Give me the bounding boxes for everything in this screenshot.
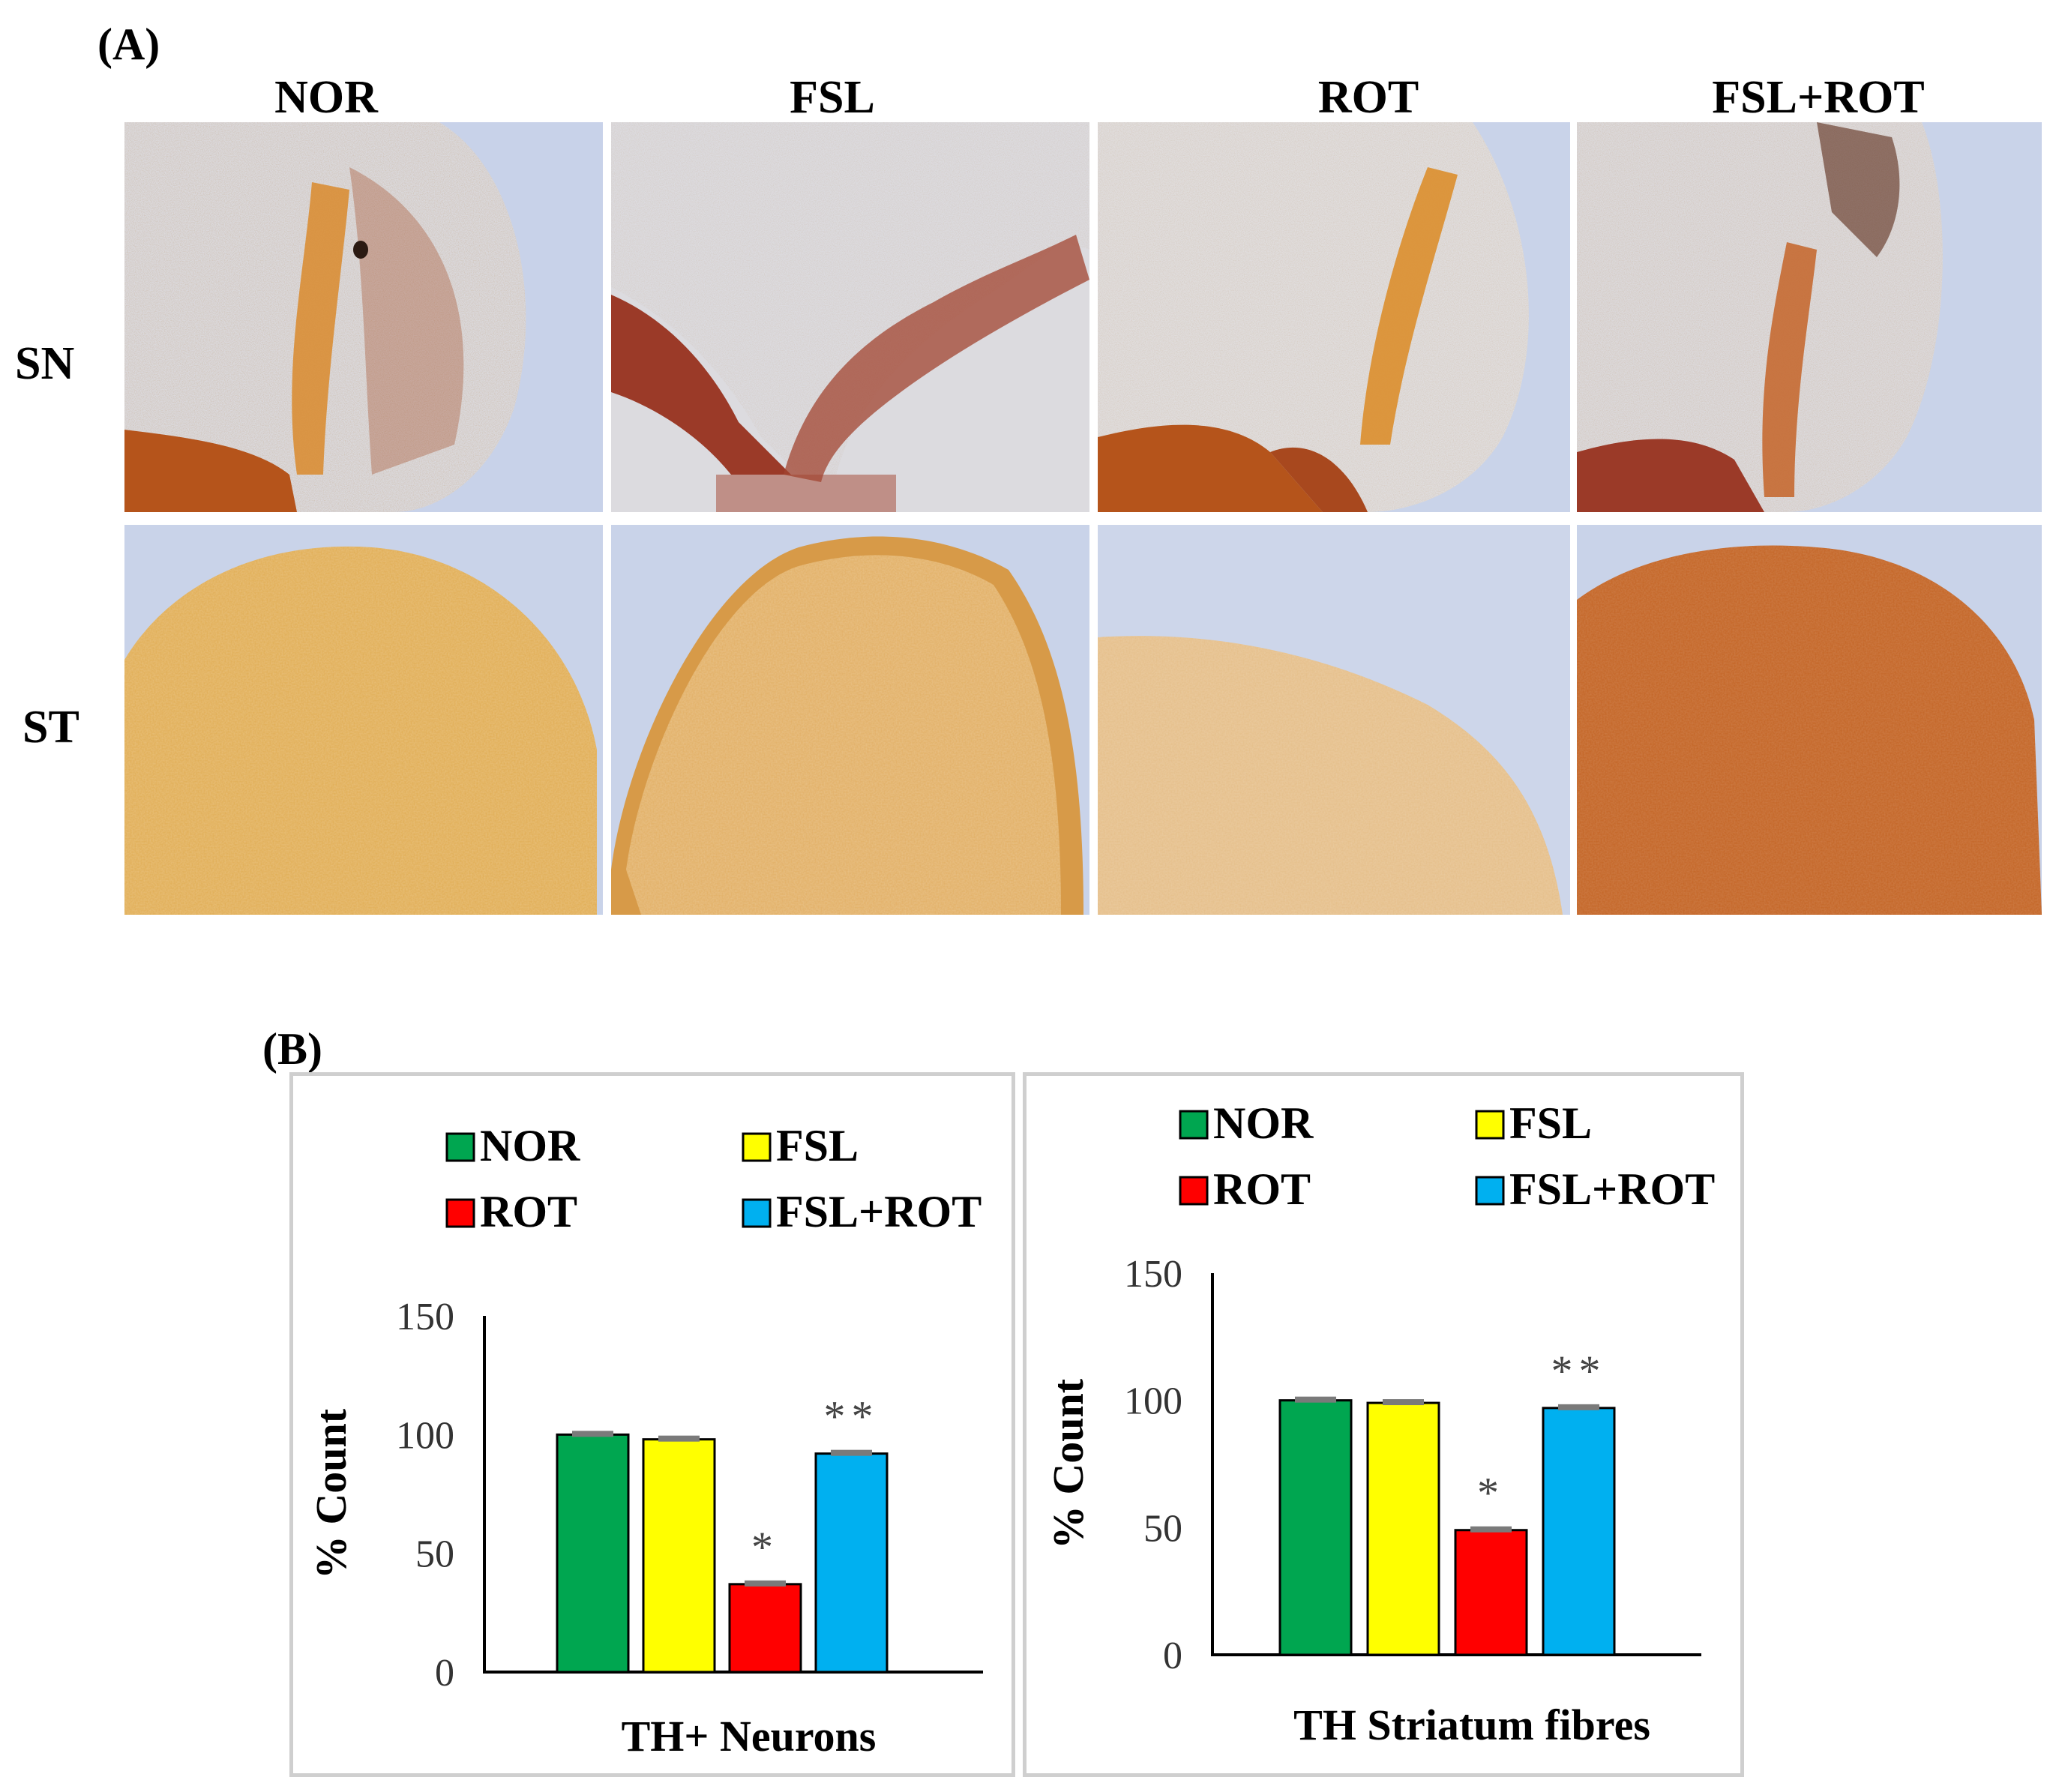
legend-swatch-fsl xyxy=(742,1132,772,1162)
y-tick-label: 50 xyxy=(415,1533,454,1576)
micrograph-st-fsl xyxy=(611,525,1089,915)
y-axis-title: % Count xyxy=(1044,1378,1092,1549)
legend-swatch-fsl-rot xyxy=(1475,1176,1505,1206)
chart-svg-th-striatum: NOR FSL ROT FSL+ROT 0 50 100 150 % Count TH Stria… xyxy=(1044,1098,1715,1749)
chart-th-striatum: NOR FSL ROT FSL+ROT 0 50 100 150 % Count TH Stria… xyxy=(1023,1072,1744,1777)
legend-label-nor: NOR xyxy=(480,1121,580,1170)
significance-marker-rot: * xyxy=(1477,1469,1505,1518)
legend-label-fsl: FSL xyxy=(776,1121,859,1170)
column-label-fsl: FSL xyxy=(790,72,875,123)
y-tick-label: 150 xyxy=(396,1296,454,1338)
column-label-nor: NOR xyxy=(274,72,378,123)
row-label-sn: SN xyxy=(15,338,75,389)
bar-fsl-rot xyxy=(814,1452,889,1674)
y-tick-label: 0 xyxy=(435,1652,454,1695)
legend-swatch-rot xyxy=(1179,1176,1209,1206)
micrograph-sn-rot xyxy=(1098,122,1570,512)
y-tick-label: 0 xyxy=(1163,1635,1182,1677)
legend-label-rot: ROT xyxy=(480,1187,577,1236)
legend-swatch-nor xyxy=(445,1132,475,1162)
significance-marker-rot: * xyxy=(751,1523,779,1572)
y-tick-label: 150 xyxy=(1124,1253,1182,1296)
error-bar-fsl xyxy=(1383,1399,1424,1406)
chart-svg-th-neurons: NOR FSL ROT FSL+ROT 0 50 100 150 % Count TH+ Neur… xyxy=(307,1121,983,1761)
legend-swatch-nor xyxy=(1179,1110,1209,1140)
x-axis-title: TH+ Neurons xyxy=(622,1712,877,1761)
legend-label-fsl-rot: FSL+ROT xyxy=(1509,1164,1715,1214)
micrograph-st-rot xyxy=(1098,525,1570,915)
legend-swatch-fsl-rot xyxy=(742,1198,772,1228)
legend-label-nor: NOR xyxy=(1213,1098,1314,1148)
legend-label-rot: ROT xyxy=(1213,1164,1311,1214)
row-label-st: ST xyxy=(22,702,79,753)
column-label-rot: ROT xyxy=(1317,72,1419,123)
error-bar-fsl-rot xyxy=(831,1449,872,1456)
legend-label-fsl-rot: FSL+ROT xyxy=(776,1187,982,1236)
bar-fsl-rot xyxy=(1542,1407,1616,1656)
micrograph-sn-fsl xyxy=(611,122,1089,512)
y-axis-title: % Count xyxy=(307,1408,355,1579)
significance-marker-fsl-rot: ** xyxy=(1551,1347,1607,1395)
legend-label-fsl: FSL xyxy=(1509,1098,1592,1148)
panel-b-label: (B) xyxy=(262,1024,322,1074)
significance-marker-fsl-rot: ** xyxy=(824,1392,880,1441)
micrograph-st-nor xyxy=(124,525,603,915)
micrograph-sn-fsl-rot xyxy=(1577,122,2042,512)
error-bar-rot xyxy=(1470,1526,1512,1533)
error-bar-rot xyxy=(745,1580,786,1587)
micrograph-sn-nor xyxy=(124,122,603,512)
legend-swatch-rot xyxy=(445,1198,475,1228)
error-bar-nor xyxy=(1295,1396,1336,1403)
error-bar-fsl xyxy=(658,1435,700,1442)
error-bar-fsl-rot xyxy=(1558,1404,1599,1410)
y-tick-label: 50 xyxy=(1143,1507,1182,1550)
legend-swatch-fsl xyxy=(1475,1110,1505,1140)
bar-rot xyxy=(728,1583,802,1674)
bar-nor xyxy=(556,1433,630,1674)
error-bar-nor xyxy=(572,1431,613,1437)
bar-nor xyxy=(1278,1399,1353,1656)
bar-fsl xyxy=(642,1438,716,1674)
y-tick-label: 100 xyxy=(1124,1380,1182,1423)
x-axis-title: TH Striatum fibres xyxy=(1293,1701,1650,1749)
micrograph-st-fsl-rot xyxy=(1577,525,2042,915)
panel-a-label: (A) xyxy=(97,19,160,69)
y-tick-label: 100 xyxy=(396,1414,454,1457)
bar-fsl xyxy=(1366,1401,1440,1656)
chart-th-neurons: NOR FSL ROT FSL+ROT 0 50 100 150 % Count TH+ Neur… xyxy=(289,1072,1015,1777)
column-label-fsl-rot: FSL+ROT xyxy=(1712,72,1925,123)
bar-rot xyxy=(1454,1529,1528,1656)
